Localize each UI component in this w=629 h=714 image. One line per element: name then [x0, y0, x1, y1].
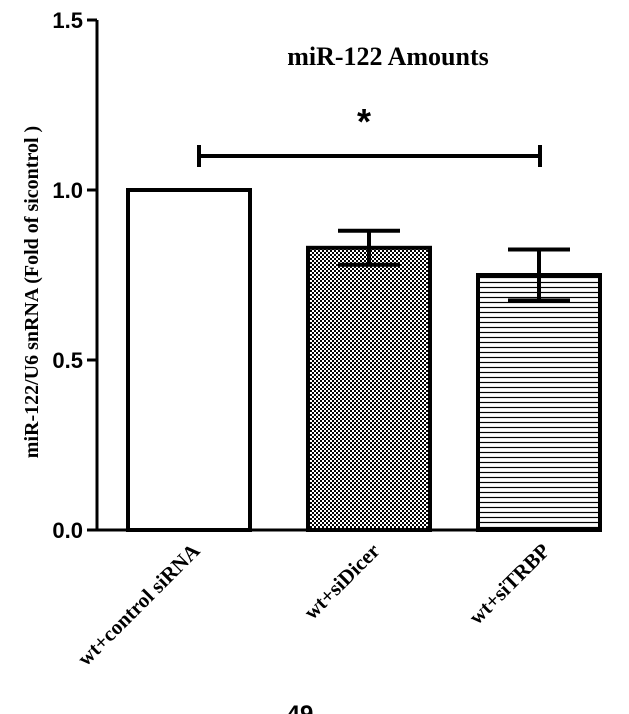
bar	[476, 273, 602, 532]
bar	[306, 245, 432, 533]
chart-title: miR-122 Amounts	[287, 42, 489, 71]
y-tick-label: 0.5	[52, 348, 83, 373]
bars	[126, 188, 602, 533]
y-axis-label: miR-122/U6 snRNA (Fold of sicontrol )	[21, 126, 43, 458]
page-number: 49	[287, 701, 314, 714]
y-tick-label: 0.0	[52, 518, 83, 543]
bar	[126, 188, 252, 532]
x-category-label: wt+siDicer	[299, 539, 385, 625]
significance-star: *	[357, 101, 371, 142]
x-category-labels: wt+control siRNA wt+siDicer wt+siTRBP	[73, 538, 555, 671]
y-tick-label: 1.5	[52, 8, 83, 33]
significance-annotation: *	[197, 101, 542, 167]
y-tick-label: 1.0	[52, 178, 83, 203]
error-bars	[338, 228, 570, 303]
y-ticks: 0.0 0.5 1.0 1.5	[52, 8, 97, 543]
x-category-label: wt+siTRBP	[464, 538, 555, 629]
x-category-label: wt+control siRNA	[73, 538, 206, 671]
